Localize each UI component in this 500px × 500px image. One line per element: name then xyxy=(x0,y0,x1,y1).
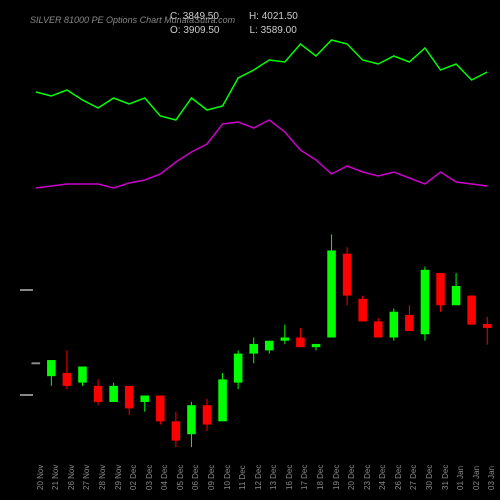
x-label: 23 Dec xyxy=(363,460,372,490)
x-label: 04 Dec xyxy=(160,460,169,490)
x-label: 01 Jan xyxy=(456,460,465,490)
x-label: 18 Dec xyxy=(316,460,325,490)
x-label: 03 Dec xyxy=(145,460,154,490)
x-label: 03 Jan xyxy=(487,460,496,490)
x-label: 28 Nov xyxy=(98,460,107,490)
x-label: 02 Dec xyxy=(129,460,138,490)
chart-svg xyxy=(0,0,500,500)
x-label: 10 Dec xyxy=(223,460,232,490)
open-label: O: xyxy=(170,25,181,36)
x-label: 17 Dec xyxy=(300,460,309,490)
x-label: 29 Nov xyxy=(114,460,123,490)
x-label: 27 Dec xyxy=(409,460,418,490)
x-label: 05 Dec xyxy=(176,460,185,490)
x-label: 19 Dec xyxy=(332,460,341,490)
low-label: L: xyxy=(250,25,258,36)
x-label: 27 Nov xyxy=(82,460,91,490)
high-value: 4021.50 xyxy=(262,11,298,22)
x-label: 02 Jan xyxy=(472,460,481,490)
x-axis-labels: 20 Nov 21 Nov 26 Nov 27 Nov 28 Nov 29 Nov 02 D… xyxy=(28,462,490,492)
chart-container: SILVER 81000 PE Options Chart MunafaSutr… xyxy=(0,0,500,500)
x-label: 20 Dec xyxy=(347,460,356,490)
x-label: 11 Dec xyxy=(238,460,247,490)
high-label: H: xyxy=(249,11,259,22)
x-label: 26 Nov xyxy=(67,460,76,490)
low-value: 3589.00 xyxy=(261,25,297,36)
x-label: 20 Nov xyxy=(36,460,45,490)
close-label: C: xyxy=(170,11,180,22)
x-label: 16 Dec xyxy=(285,460,294,490)
x-label: 24 Dec xyxy=(378,460,387,490)
x-label: 13 Dec xyxy=(269,460,278,490)
close-value: 3849.50 xyxy=(183,11,219,22)
x-label: 30 Dec xyxy=(425,460,434,490)
x-label: 12 Dec xyxy=(254,460,263,490)
x-label: 21 Nov xyxy=(51,460,60,490)
x-label: 26 Dec xyxy=(394,460,403,490)
x-label: 09 Dec xyxy=(207,460,216,490)
x-label: 31 Dec xyxy=(441,460,450,490)
x-label: 06 Dec xyxy=(191,460,200,490)
ohlc-readout: C: 3849.50 H: 4021.50 O: 3909.50 L: 3589… xyxy=(170,10,298,38)
open-value: 3909.50 xyxy=(183,25,219,36)
